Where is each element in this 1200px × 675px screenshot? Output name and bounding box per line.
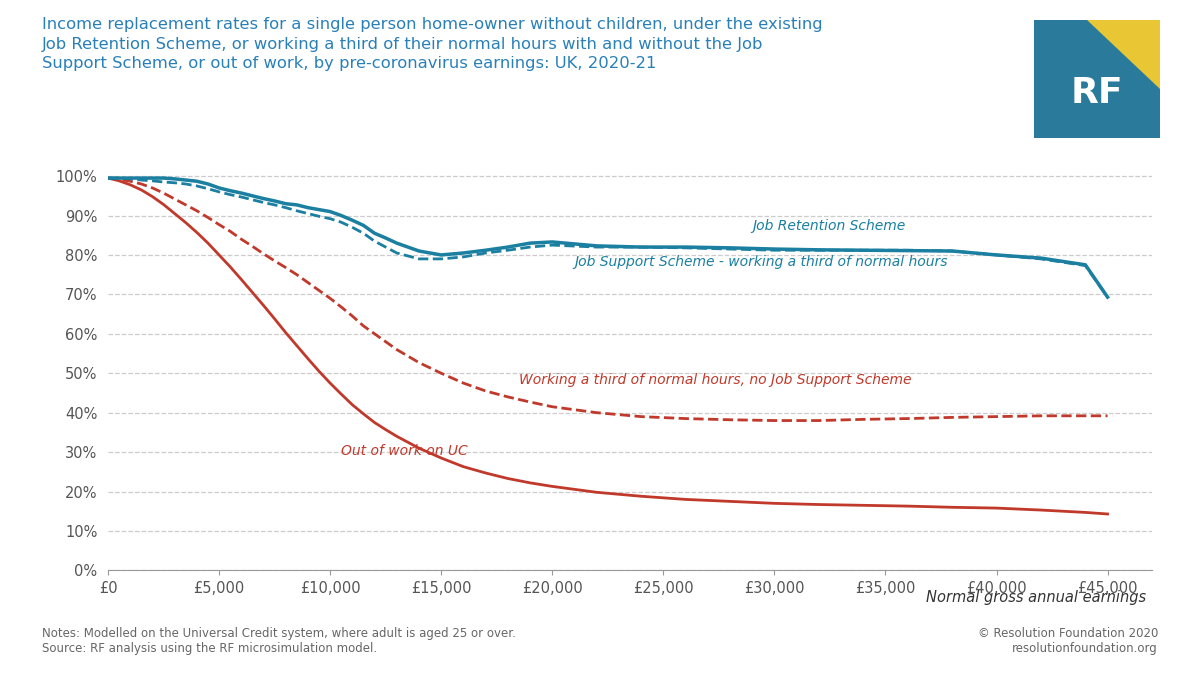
Text: Income replacement rates for a single person home-owner without children, under : Income replacement rates for a single pe…: [42, 17, 823, 72]
Polygon shape: [1087, 20, 1160, 89]
Text: Job Support Scheme - working a third of normal hours: Job Support Scheme - working a third of …: [575, 254, 948, 269]
Text: Notes: Modelled on the Universal Credit system, where adult is aged 25 or over.
: Notes: Modelled on the Universal Credit …: [42, 627, 516, 655]
Text: Out of work on UC: Out of work on UC: [341, 444, 468, 458]
Text: © Resolution Foundation 2020
resolutionfoundation.org: © Resolution Foundation 2020 resolutionf…: [978, 627, 1158, 655]
Text: Normal gross annual earnings: Normal gross annual earnings: [926, 590, 1146, 605]
Text: Working a third of normal hours, no Job Support Scheme: Working a third of normal hours, no Job …: [518, 373, 912, 387]
Text: Job Retention Scheme: Job Retention Scheme: [752, 219, 906, 234]
Text: RF: RF: [1072, 76, 1123, 111]
